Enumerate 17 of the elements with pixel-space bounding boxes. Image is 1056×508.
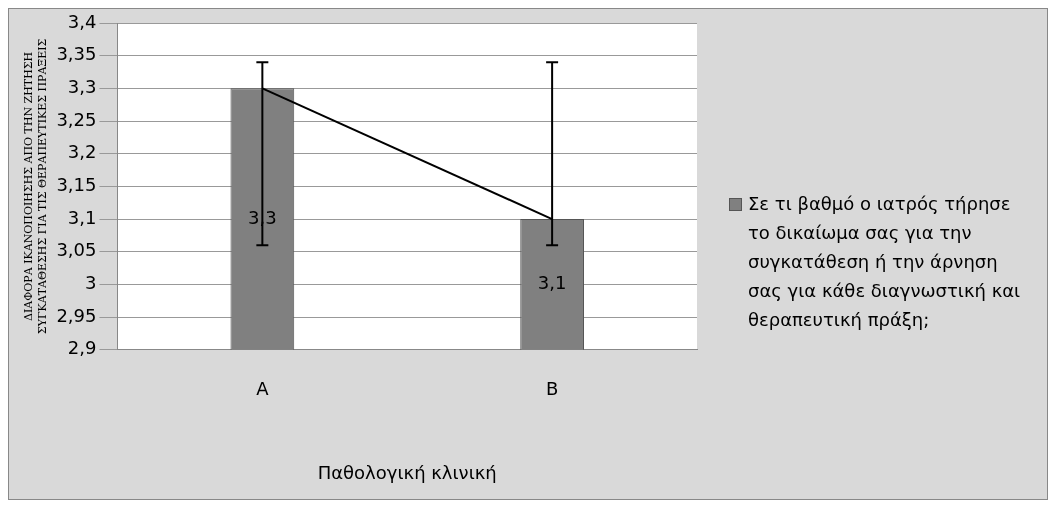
legend-label: Σε τι βαθμό ο ιατρός τήρησε το δικαίωμα σας για την συγκατάθεση ή την άρνηση σας για κάθε διαγνωστική και θεραπευτική πράξη; — [748, 192, 1022, 332]
y-tick-label: 3,05 — [56, 239, 97, 261]
y-tick-label: 3,25 — [56, 108, 97, 130]
y-tick-label: 3,2 — [67, 141, 97, 163]
x-tick-label: B — [545, 378, 559, 400]
data-label: 3,1 — [537, 272, 567, 294]
y-tick-label: 3,4 — [67, 10, 97, 32]
x-axis-title: Παθολογική κλινική — [317, 461, 497, 483]
x-tick-label: A — [256, 378, 270, 400]
y-tick-label: 3,15 — [56, 174, 97, 196]
y-tick-label: 3 — [85, 272, 97, 294]
y-axis-title: ΔΙΑΦΟΡΑ ΙΚΑΝΟΠΟΙΗΣΗΣ ΑΠΟ ΤΗΝ ΖΗΤΗΣΗ ΣΥΓΚΑΤΑΘΕΣΗΣ ΓΙΑ ΤΙΣ ΘΕΡΑΠΕΥΤΙΚΕΣ ΠΡΑΞΕΙΣ — [22, 38, 49, 335]
y-tick-label: 3,35 — [56, 43, 97, 65]
y-tick-label: 3,1 — [67, 206, 97, 228]
y-tick-label: 2,95 — [56, 304, 97, 326]
y-tick-label: 3,3 — [67, 76, 97, 98]
y-tick-label: 2,9 — [67, 337, 97, 359]
